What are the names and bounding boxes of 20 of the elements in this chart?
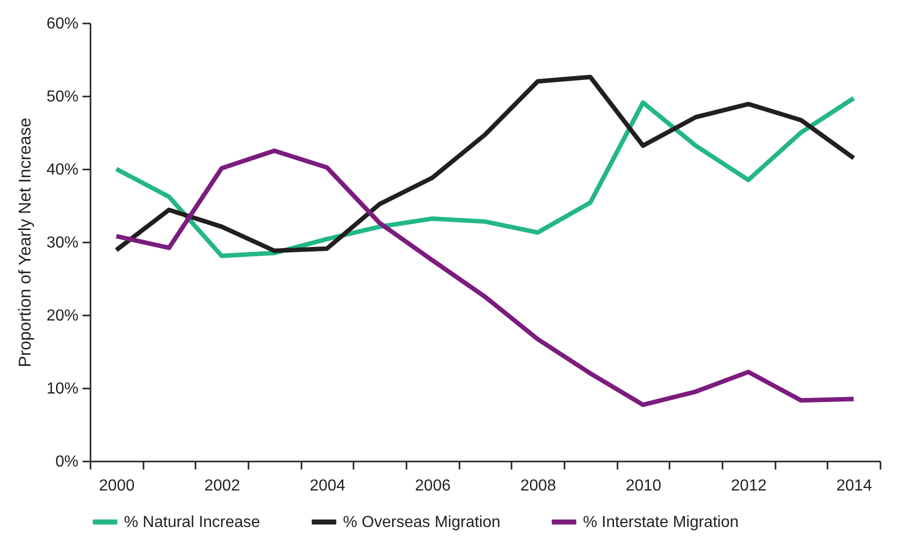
- y-tick-label: 60%: [46, 16, 78, 32]
- x-tick-label: 2000: [99, 478, 135, 494]
- y-tick-label: 20%: [46, 308, 78, 324]
- legend-label: % Natural Increase: [124, 514, 260, 531]
- y-axis-title: Proportion of Yearly Net Increase: [15, 118, 34, 368]
- x-tick-label: 2006: [415, 478, 451, 494]
- x-tick-label: 2014: [836, 478, 872, 494]
- legend-label: % Overseas Migration: [343, 514, 500, 531]
- line-series: [114, 148, 856, 408]
- y-tick-label: 30%: [46, 234, 78, 252]
- x-tick-label: 2012: [731, 478, 767, 494]
- y-tick-label: 10%: [46, 380, 78, 398]
- y-tick-label: 50%: [46, 88, 78, 106]
- x-tick-label: 2004: [310, 478, 346, 494]
- x-tick-label: 2010: [626, 478, 662, 494]
- x-tick-label: 2002: [204, 478, 240, 494]
- x-tick-label: 2008: [520, 478, 556, 494]
- y-tick-label: 0%: [55, 454, 78, 470]
- legend-label: % Interstate Migration: [583, 514, 739, 531]
- y-tick-label: 40%: [46, 162, 78, 178]
